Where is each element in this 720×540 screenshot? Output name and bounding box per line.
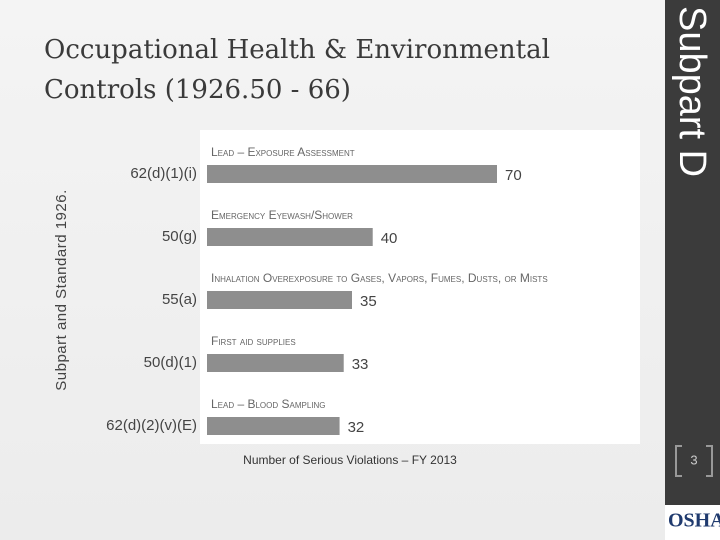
- y-tick-label: 62(d)(2)(v)(E): [106, 417, 197, 434]
- y-tick-label: 55(a): [162, 291, 197, 308]
- sidebar: [665, 0, 720, 540]
- value-label: 35: [360, 293, 377, 310]
- bar: [207, 228, 373, 246]
- bar-description: First aid supplies: [211, 334, 296, 348]
- logo-background: [665, 505, 720, 540]
- sidebar-label: Subpart D: [671, 6, 713, 177]
- value-label: 33: [352, 356, 369, 373]
- bar-description: Inhalation Overexposure to Gases, Vapors…: [211, 271, 548, 285]
- bar: [207, 354, 344, 372]
- y-axis-label: Subpart and Standard 1926.: [53, 189, 70, 390]
- y-tick-label: 50(g): [162, 228, 197, 245]
- value-label: 70: [505, 167, 522, 184]
- page-number: 3: [690, 452, 697, 467]
- bar: [207, 165, 497, 183]
- slide-title: Occupational Health & Environmental Cont…: [44, 35, 550, 105]
- bar: [207, 291, 352, 309]
- bar: [207, 417, 340, 435]
- value-label: 32: [348, 419, 365, 436]
- bar-description: Lead – Exposure Assessment: [211, 145, 355, 159]
- y-tick-label: 62(d)(1)(i): [130, 165, 197, 182]
- x-axis-label: Number of Serious Violations – FY 2013: [243, 453, 457, 467]
- bar-description: Lead – Blood Sampling: [211, 397, 326, 411]
- bar-description: Emergency Eyewash/Shower: [211, 208, 353, 222]
- y-tick-label: 50(d)(1): [144, 354, 197, 371]
- page-number-frame: [675, 445, 713, 477]
- logo: OSHA: [668, 510, 720, 532]
- value-label: 40: [381, 230, 398, 247]
